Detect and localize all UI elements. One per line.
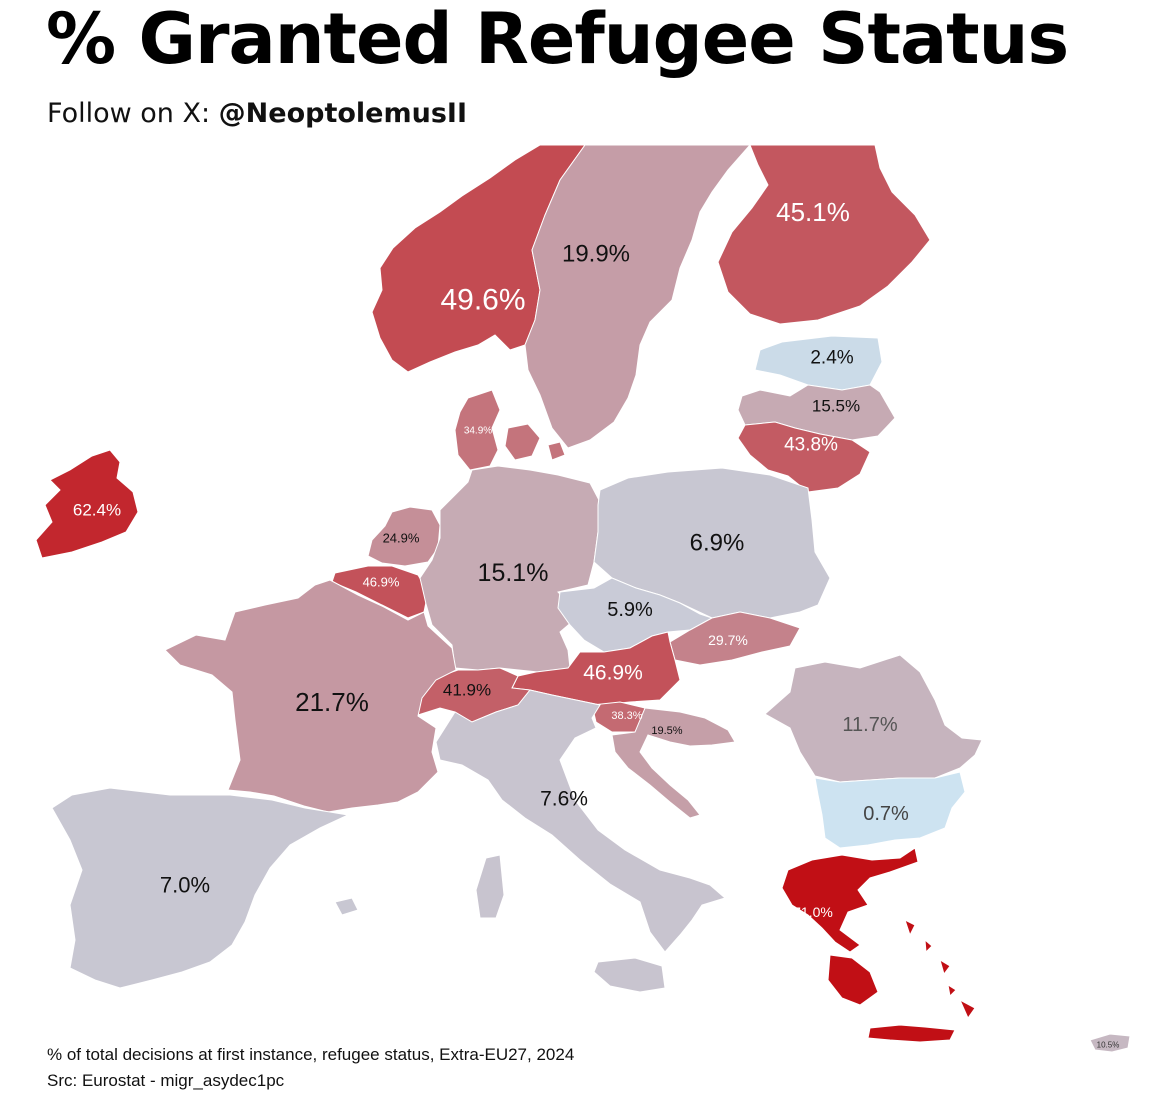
region-bulgaria [814, 771, 966, 849]
label-belgium: 46.9% [363, 575, 400, 590]
x-handle: @NeoptolemusII [218, 98, 467, 129]
label-spain: 7.0% [160, 873, 210, 898]
label-cyprus: 10.5% [1097, 1041, 1120, 1050]
region-france [164, 579, 457, 813]
region-finland [717, 144, 931, 325]
label-poland: 6.9% [690, 530, 745, 557]
label-slovakia: 29.7% [708, 632, 748, 648]
region-sweden [524, 144, 752, 449]
label-latvia: 15.5% [812, 397, 860, 416]
region-poland [593, 467, 831, 619]
label-croatia: 19.5% [651, 725, 682, 737]
label-greece: 71.0% [793, 904, 833, 920]
region-romania [764, 654, 983, 783]
region-spain [51, 787, 359, 989]
label-czechia: 5.9% [607, 599, 653, 621]
region-netherlands [367, 506, 441, 567]
region-greece [781, 847, 976, 1043]
region-lithuania [737, 421, 871, 493]
label-norway: 49.6% [440, 284, 525, 317]
label-slovenia: 38.3% [611, 710, 642, 722]
region-croatia [611, 707, 736, 819]
label-netherlands: 24.9% [383, 531, 420, 546]
label-finland: 45.1% [776, 197, 850, 227]
footer: % of total decisions at first instance, … [47, 1042, 574, 1094]
label-bulgaria: 0.7% [863, 803, 909, 825]
region-cyprus [1089, 1033, 1131, 1053]
label-lithuania: 43.8% [784, 435, 838, 456]
label-sweden: 19.9% [562, 241, 630, 268]
label-ireland: 62.4% [73, 501, 121, 520]
label-france: 21.7% [295, 687, 369, 717]
label-germany: 15.1% [478, 559, 549, 587]
label-estonia: 2.4% [810, 348, 853, 369]
region-denmark [454, 389, 566, 471]
follow-line: Follow on X: @NeoptolemusII [47, 98, 467, 129]
label-romania: 11.7% [842, 714, 897, 736]
label-italy: 7.6% [540, 788, 588, 811]
region-slovakia [669, 611, 801, 666]
label-switzerland: 41.9% [443, 681, 491, 700]
label-austria: 46.9% [583, 662, 643, 685]
follow-prefix: Follow on X: [47, 98, 219, 129]
footer-note: % of total decisions at first instance, … [47, 1045, 575, 1064]
region-italy [435, 689, 727, 993]
map-title: % Granted Refugee Status [46, 0, 1069, 80]
label-denmark: 34.9% [464, 426, 492, 437]
region-ireland [35, 449, 139, 559]
footer-source: Src: Eurostat - migr_asydec1pc [47, 1071, 285, 1090]
